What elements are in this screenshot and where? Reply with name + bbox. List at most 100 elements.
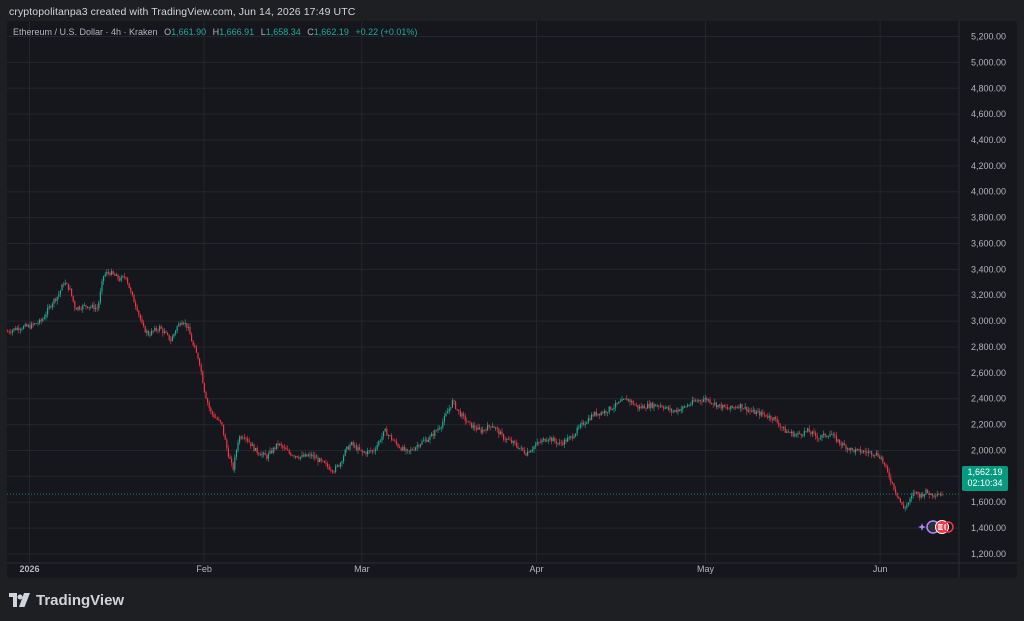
candle-body [200, 364, 202, 372]
candle-body [578, 427, 580, 428]
candle-body [448, 408, 450, 412]
candle-body [194, 345, 196, 348]
candle-body [400, 447, 402, 451]
tradingview-logo[interactable]: TradingView [9, 590, 124, 610]
candle-body [450, 407, 452, 409]
candle-body [432, 433, 434, 437]
candle-body [192, 341, 194, 346]
candle-body [21, 328, 23, 330]
candle-body [336, 465, 338, 467]
candle-body [387, 435, 389, 436]
candle-body [40, 319, 42, 322]
candle-body [472, 425, 474, 428]
candle-body [162, 328, 164, 333]
candle-body [413, 449, 415, 451]
candle-body [368, 450, 370, 452]
candle-body [322, 460, 324, 462]
candle-body [136, 306, 138, 311]
candle-body [850, 447, 852, 451]
candle-body [835, 435, 837, 442]
candle-body [143, 322, 145, 327]
candle-body [672, 411, 674, 413]
high-value: 1,666.91 [219, 27, 255, 37]
candle-body [811, 431, 813, 435]
candle-body [799, 432, 801, 434]
candle-body [306, 454, 308, 457]
candle-body [755, 411, 757, 415]
candle-body [658, 405, 660, 407]
candle-body [539, 442, 541, 444]
candle-body [651, 402, 653, 408]
candle-body [859, 448, 861, 453]
candle-body [224, 434, 226, 440]
candle-body [347, 446, 349, 450]
candle-body [591, 414, 593, 420]
candle-body [583, 422, 585, 425]
candle-body [608, 406, 610, 413]
candle-body [99, 291, 101, 303]
candle-body [461, 413, 463, 417]
x-tick-label: May [697, 564, 715, 574]
candle-body [791, 431, 793, 434]
candle-body [919, 494, 921, 498]
candle-body [256, 447, 258, 453]
candle-body [872, 455, 874, 456]
candle-body [203, 383, 205, 393]
candle-body [781, 426, 783, 428]
candle-body [275, 443, 277, 449]
candle-body [227, 448, 229, 457]
candle-body [751, 411, 753, 412]
candle-body [141, 319, 143, 323]
candle-body [600, 412, 602, 416]
candle-body [384, 428, 386, 432]
candle-body [543, 438, 545, 441]
notification-icon[interactable] [942, 521, 954, 533]
candle-body [242, 437, 244, 439]
candle-body [831, 434, 833, 436]
candle-body [907, 502, 909, 505]
candle-body [759, 411, 761, 416]
candle-body [827, 436, 829, 438]
y-tick-label: 1,400.00 [971, 523, 1006, 533]
price-chart[interactable]: 1,200.001,400.001,600.001,800.002,000.00… [7, 21, 1017, 578]
candle-body [19, 329, 21, 331]
candle-body [115, 274, 117, 276]
candle-body [522, 447, 524, 451]
candle-body [331, 470, 333, 472]
candle-body [720, 404, 722, 409]
candle-body [743, 408, 745, 410]
candle-body [179, 323, 181, 325]
low-value: 1,658.34 [265, 27, 301, 37]
tradingview-logo-icon [9, 593, 30, 607]
candle-body [341, 461, 343, 463]
candle-body [475, 428, 477, 430]
candle-body [597, 413, 599, 416]
candle-body [370, 450, 372, 452]
event-markers[interactable] [918, 519, 954, 535]
candle-body [319, 458, 321, 463]
candle-body [279, 443, 281, 445]
price-series [7, 268, 943, 512]
candle-body [687, 405, 689, 407]
candle-body [35, 323, 37, 325]
candle-body [391, 435, 393, 440]
candle-body [187, 326, 189, 328]
candle-body [215, 417, 217, 418]
candle-body [528, 451, 530, 453]
candle-body [714, 402, 716, 405]
close-label: C [307, 27, 314, 37]
candle-body [135, 302, 137, 307]
candle-body [922, 493, 924, 497]
chart-panel[interactable]: 1,200.001,400.001,600.001,800.002,000.00… [7, 21, 1017, 578]
candle-body [176, 326, 178, 331]
candle-body [330, 469, 332, 471]
candle-body [637, 405, 639, 409]
sparkle-icon[interactable] [918, 523, 926, 531]
candle-body [839, 439, 841, 444]
candle-body [771, 418, 773, 421]
candle-body [189, 326, 191, 335]
candle-body [360, 449, 362, 451]
candle-body [290, 453, 292, 456]
candle-body [173, 333, 175, 337]
candle-body [935, 495, 937, 497]
